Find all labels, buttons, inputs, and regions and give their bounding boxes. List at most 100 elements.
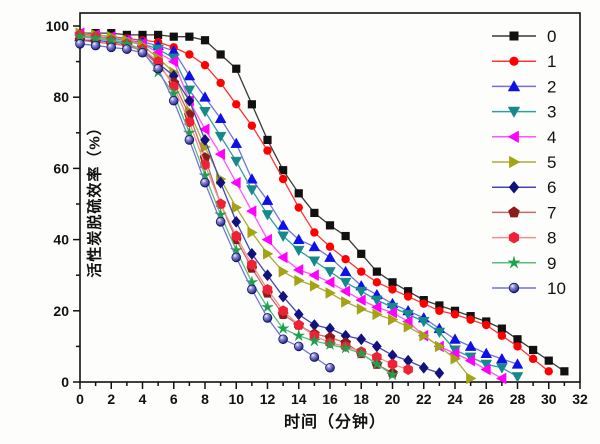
series-1-marker: [513, 342, 522, 351]
y-tick-label: 60: [53, 160, 69, 176]
series-0-marker: [388, 278, 397, 287]
series-3-marker: [324, 267, 336, 278]
series-9-marker: [73, 29, 87, 43]
series-4-marker: [464, 354, 476, 367]
series-5-marker: [231, 201, 243, 214]
series-5-marker: [325, 287, 336, 299]
series-0-marker: [247, 100, 256, 109]
series-8-marker: [262, 283, 273, 295]
series-2-marker: [308, 240, 321, 252]
legend-label-8: 8: [547, 229, 556, 248]
legend-label-6: 6: [547, 178, 556, 197]
y-tick-label: 100: [46, 18, 70, 34]
series-9-marker: [292, 328, 306, 342]
series-3-marker: [433, 327, 446, 339]
series-2-marker: [261, 194, 274, 205]
y-tick-label: 0: [61, 374, 69, 390]
series-1-marker: [544, 367, 553, 376]
series-9-marker: [89, 31, 103, 45]
series-5-marker: [309, 280, 321, 292]
series-1-marker: [310, 228, 319, 237]
series-3-marker: [339, 277, 352, 289]
series-4-marker: [324, 276, 335, 289]
series-10-marker: [184, 135, 195, 145]
series-8-marker: [387, 358, 398, 370]
series-5-marker: [247, 226, 258, 239]
x-tick-label: 16: [322, 391, 338, 407]
series-0-marker: [294, 189, 303, 198]
series-1-marker: [435, 306, 444, 315]
series-5-marker: [341, 296, 352, 308]
series-1-marker: [482, 320, 491, 330]
series-10-marker: [122, 44, 132, 54]
series-10-marker: [215, 217, 226, 227]
series-10-marker: [106, 42, 117, 53]
series-2-marker: [324, 251, 336, 262]
series-3-marker: [292, 245, 305, 257]
series-9-marker: [104, 33, 118, 46]
series-3-marker: [214, 131, 227, 143]
legend-label-7: 7: [547, 203, 556, 222]
legend-marker-5: [509, 155, 521, 169]
series-9-marker: [323, 337, 337, 351]
series-0-marker: [544, 356, 553, 365]
series-3-marker: [308, 256, 321, 267]
series-0-marker: [325, 221, 335, 230]
series-0-marker: [232, 64, 241, 73]
series-2-marker: [292, 233, 305, 245]
x-tick-label: 18: [353, 391, 369, 407]
series-0-marker: [341, 231, 350, 241]
series-0-marker: [154, 30, 163, 39]
series-4-marker: [261, 233, 272, 246]
legend-marker-7: [508, 206, 520, 218]
series-9-marker: [385, 367, 400, 381]
series-8-marker: [247, 259, 257, 271]
series-10-marker: [231, 252, 242, 263]
series-2-marker: [199, 91, 211, 102]
series-6-marker: [215, 176, 226, 189]
series-10-marker: [309, 352, 320, 362]
series-4-marker: [245, 205, 257, 217]
series-0-marker: [263, 135, 272, 145]
series-8-marker: [231, 230, 242, 242]
series-1-marker: [185, 50, 194, 59]
series-5-marker: [403, 320, 415, 333]
series-4-marker: [292, 264, 304, 276]
x-tick-label: 28: [510, 391, 526, 407]
x-tick-label: 12: [260, 391, 276, 407]
series-0-marker: [560, 367, 569, 376]
series-5-marker: [356, 303, 368, 315]
series-8-marker: [293, 319, 304, 331]
series-0-marker: [138, 30, 147, 39]
series-0-marker: [279, 166, 288, 175]
x-tick-label: 14: [291, 391, 307, 407]
series-5-marker: [372, 308, 383, 321]
series-5-marker: [263, 248, 274, 260]
series-10-marker: [278, 334, 288, 345]
series-9-marker: [354, 346, 368, 360]
series-9-marker: [339, 341, 353, 354]
series-0-marker: [216, 50, 225, 59]
series-1-marker: [278, 174, 288, 184]
series-10-marker: [168, 95, 179, 106]
series-1-marker: [200, 60, 210, 70]
x-tick-label: 8: [201, 391, 209, 407]
series-8-line: [79, 34, 409, 371]
y-tick-label: 20: [53, 303, 69, 319]
series-1-marker: [263, 146, 272, 155]
series-6-marker: [418, 361, 429, 374]
series-1-marker: [528, 354, 538, 364]
y-tick-label: 80: [53, 89, 69, 105]
series-5-marker: [450, 353, 461, 365]
series-5-marker: [278, 265, 290, 278]
series-8-marker: [403, 364, 413, 376]
series-4-marker: [370, 301, 382, 314]
legend-marker-10: [508, 282, 520, 294]
series-2-marker: [230, 137, 243, 148]
series-0-marker: [357, 249, 366, 258]
series-10-marker: [75, 38, 85, 49]
x-tick-label: 30: [541, 391, 557, 407]
legend-label-1: 1: [547, 52, 556, 71]
